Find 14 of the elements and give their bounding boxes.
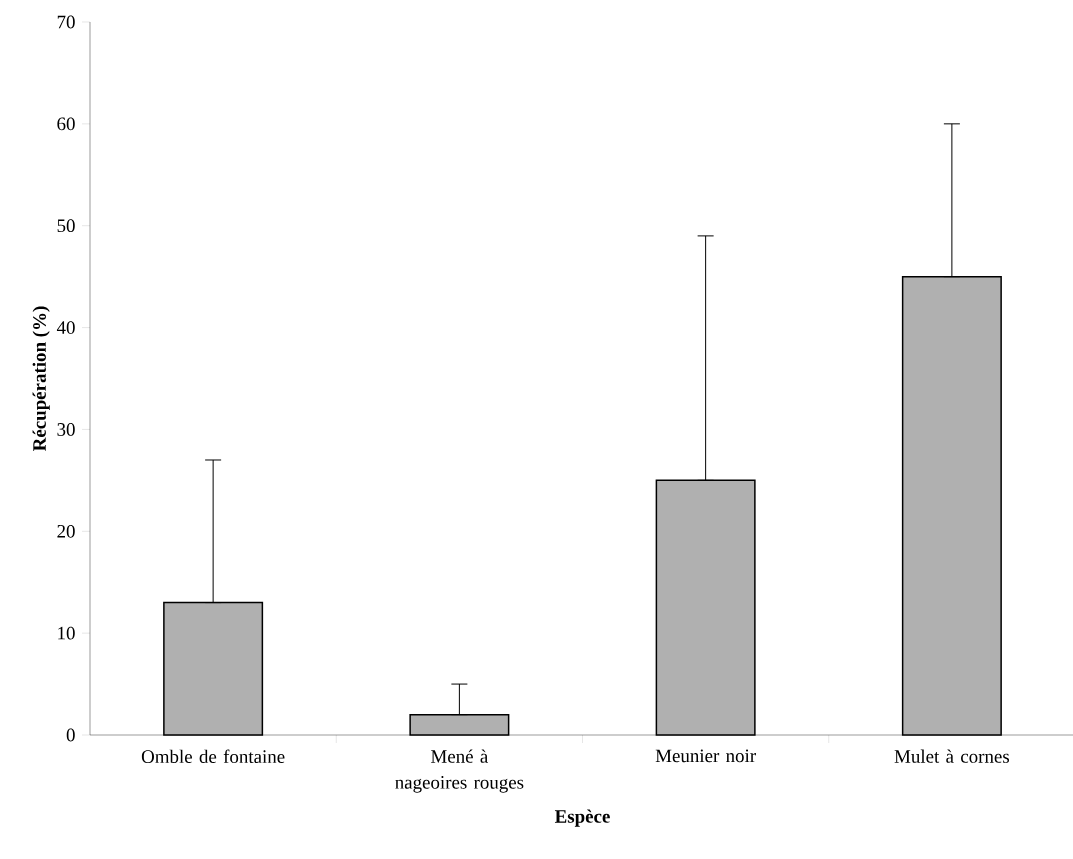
x-tick-label: Mulet à cornes [894,749,1010,763]
y-tick-label: 20 [57,524,75,538]
y-tick-label: 10 [58,626,75,640]
y-tick-label: 0 [66,728,75,742]
y-tick-label: 60 [57,117,75,131]
y-tick-label: 70 [57,15,75,29]
x-tick-label: Meunier noir [655,749,756,763]
y-tick-label: 30 [57,423,75,436]
y-axis-title: Récupération (%) [32,306,50,451]
x-tick-label: Omble de fontaine [141,749,285,764]
y-tick-label: 40 [56,321,75,334]
y-tick-label: 50 [57,219,75,233]
x-tick-label: Mené à nageoires rouges [395,749,524,793]
x-axis-title: Espèce [554,809,610,827]
